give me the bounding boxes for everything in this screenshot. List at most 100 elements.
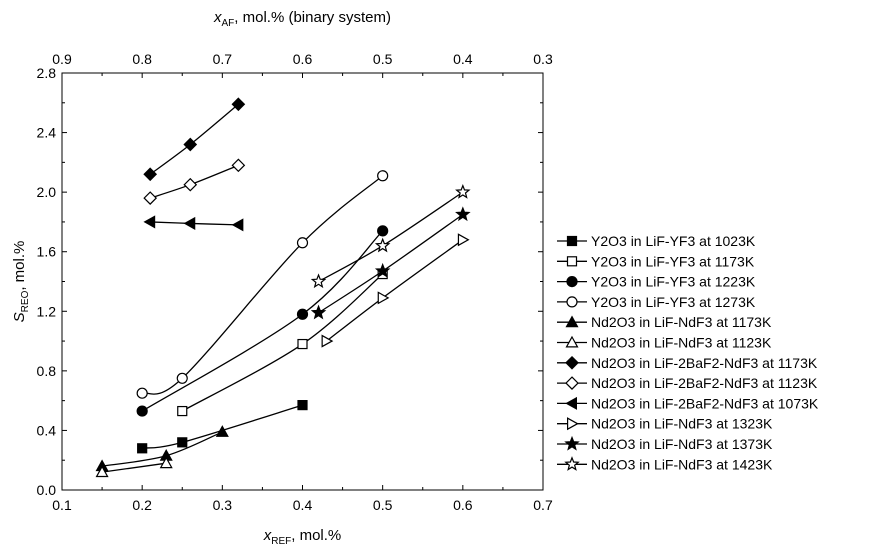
legend-marker bbox=[566, 296, 578, 308]
data-point bbox=[95, 465, 109, 478]
series-7 bbox=[143, 97, 246, 182]
data-point bbox=[457, 233, 470, 247]
x-tick-label: 0.2 bbox=[132, 497, 152, 513]
y-tick-label: 1.2 bbox=[37, 303, 57, 319]
legend-marker bbox=[564, 435, 580, 451]
series-line bbox=[181, 273, 384, 412]
legend-marker bbox=[565, 355, 579, 370]
legend-marker bbox=[565, 376, 579, 390]
legend-item: Nd2O3 in LiF-2BaF2-NdF3 at 1073K bbox=[557, 395, 819, 411]
legend-label: Y2O3 in LiF-YF3 at 1173K bbox=[591, 253, 755, 269]
data-point bbox=[377, 225, 389, 237]
x-tick-label: 0.4 bbox=[293, 497, 313, 513]
plot-series bbox=[95, 97, 471, 478]
legend-item: Nd2O3 in LiF-NdF3 at 1323K bbox=[557, 416, 773, 432]
data-point bbox=[310, 304, 327, 320]
y-axis-title-symbol: S bbox=[11, 312, 28, 322]
data-point bbox=[296, 237, 309, 249]
x-tick-label: 0.1 bbox=[52, 497, 72, 513]
data-point bbox=[296, 308, 309, 320]
series-3 bbox=[136, 225, 389, 417]
data-point bbox=[215, 425, 229, 437]
y-axis-title-unit: , mol.% bbox=[11, 241, 28, 291]
data-point bbox=[374, 262, 391, 278]
y-tick-label: 1.6 bbox=[37, 244, 57, 260]
legend-item: Y2O3 in LiF-YF3 at 1223K bbox=[557, 274, 756, 290]
data-point bbox=[310, 273, 327, 289]
legend-item: Nd2O3 in LiF-NdF3 at 1173K bbox=[557, 314, 772, 330]
series-line bbox=[142, 404, 303, 449]
series-line bbox=[326, 239, 464, 342]
data-point bbox=[374, 237, 391, 253]
top-x-tick-label: 0.3 bbox=[533, 51, 553, 67]
legend-item: Y2O3 in LiF-YF3 at 1273K bbox=[557, 294, 756, 310]
data-point bbox=[177, 405, 188, 417]
data-point bbox=[231, 97, 246, 112]
y-tick-label: 2.4 bbox=[37, 125, 57, 141]
series-2 bbox=[177, 268, 388, 417]
series-11 bbox=[310, 206, 471, 320]
data-point bbox=[455, 206, 471, 222]
legend-label: Nd2O3 in LiF-2BaF2-NdF3 at 1073K bbox=[591, 395, 819, 411]
legend-marker bbox=[565, 335, 579, 348]
x-axis-title-unit: , mol.% bbox=[291, 527, 341, 544]
x-tick-label: 0.7 bbox=[533, 497, 553, 513]
legend-label: Nd2O3 in LiF-NdF3 at 1173K bbox=[591, 314, 772, 330]
x-tick-label: 0.6 bbox=[453, 497, 473, 513]
legend-label: Nd2O3 in LiF-2BaF2-NdF3 at 1173K bbox=[591, 355, 818, 371]
x-axis-title: xREF, mol.% bbox=[263, 527, 342, 547]
x-axis-title-symbol: x bbox=[263, 527, 272, 544]
legend-item: Y2O3 in LiF-YF3 at 1023K bbox=[557, 233, 756, 249]
legend-marker bbox=[566, 256, 578, 267]
x-tick-label: 0.5 bbox=[373, 497, 393, 513]
y-tick-label: 2.8 bbox=[37, 65, 57, 81]
top-x-tick-label: 0.9 bbox=[52, 51, 72, 67]
top-x-tick-label: 0.8 bbox=[132, 51, 152, 67]
series-1 bbox=[137, 400, 308, 454]
legend-label: Y2O3 in LiF-YF3 at 1273K bbox=[591, 294, 756, 310]
data-point bbox=[377, 291, 390, 305]
series-line bbox=[101, 431, 223, 467]
series-5 bbox=[95, 425, 229, 472]
legend-label: Y2O3 in LiF-YF3 at 1023K bbox=[591, 233, 756, 249]
legend-marker bbox=[565, 315, 579, 328]
data-point bbox=[136, 387, 148, 399]
data-point bbox=[231, 158, 246, 173]
x-axis-title-subscript: REF bbox=[271, 536, 291, 547]
x-tick-label: 0.3 bbox=[213, 497, 233, 513]
y-axis-title: SREO, mol.% bbox=[11, 241, 31, 323]
y-tick-label: 2.0 bbox=[37, 184, 57, 200]
legend-item: Nd2O3 in LiF-2BaF2-NdF3 at 1173K bbox=[557, 355, 818, 371]
legend-label: Y2O3 in LiF-YF3 at 1223K bbox=[591, 274, 756, 290]
data-point bbox=[321, 334, 334, 348]
y-tick-label: 0.4 bbox=[37, 422, 57, 438]
series-10 bbox=[321, 233, 470, 348]
series-line bbox=[318, 191, 464, 283]
legend-marker bbox=[566, 417, 579, 431]
top-x-axis-title-subscript: AF bbox=[222, 18, 235, 29]
data-point bbox=[183, 177, 198, 192]
data-point bbox=[143, 167, 158, 182]
data-point bbox=[159, 456, 173, 469]
series-line bbox=[318, 213, 464, 314]
series-4 bbox=[136, 170, 389, 399]
series-6 bbox=[95, 456, 173, 478]
series-8 bbox=[143, 158, 246, 205]
legend-item: Nd2O3 in LiF-2BaF2-NdF3 at 1123K bbox=[557, 375, 818, 391]
series-line bbox=[149, 164, 239, 199]
legend-marker bbox=[566, 276, 578, 288]
data-point bbox=[137, 443, 148, 454]
series-line bbox=[141, 230, 384, 412]
data-point bbox=[176, 372, 188, 384]
data-point bbox=[231, 218, 244, 232]
series-line bbox=[141, 175, 384, 395]
top-x-axis-title-unit: , mol.% (binary system) bbox=[234, 9, 391, 26]
legend-label: Nd2O3 in LiF-NdF3 at 1373K bbox=[591, 436, 773, 452]
legend-item: Nd2O3 in LiF-NdF3 at 1123K bbox=[557, 335, 772, 351]
legend-label: Nd2O3 in LiF-NdF3 at 1323K bbox=[591, 416, 773, 432]
data-point bbox=[297, 400, 308, 411]
top-x-tick-label: 0.5 bbox=[373, 51, 393, 67]
legend-label: Nd2O3 in LiF-2BaF2-NdF3 at 1123K bbox=[591, 375, 818, 391]
y-tick-label: 0.0 bbox=[37, 482, 57, 498]
